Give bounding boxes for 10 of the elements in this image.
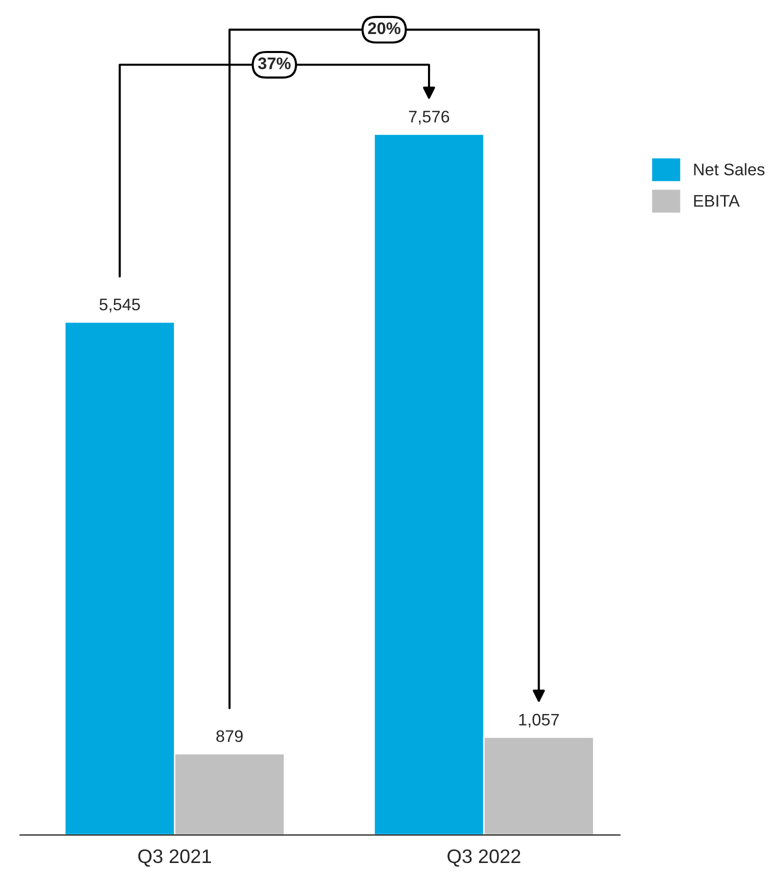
x-tick-label: Q3 2022 xyxy=(448,849,520,867)
text: 20% xyxy=(368,22,400,34)
x-tick-label: Q3 2021 xyxy=(138,849,211,867)
data-label: 879 xyxy=(216,730,243,742)
text: 37% xyxy=(258,57,291,70)
legend-label: Net Sales xyxy=(694,163,764,176)
data-label: 5,545 xyxy=(100,298,140,312)
data-label: 7,576 xyxy=(409,110,450,124)
legend-label: EBITA xyxy=(694,195,740,207)
data-label: 1,057 xyxy=(519,714,559,728)
